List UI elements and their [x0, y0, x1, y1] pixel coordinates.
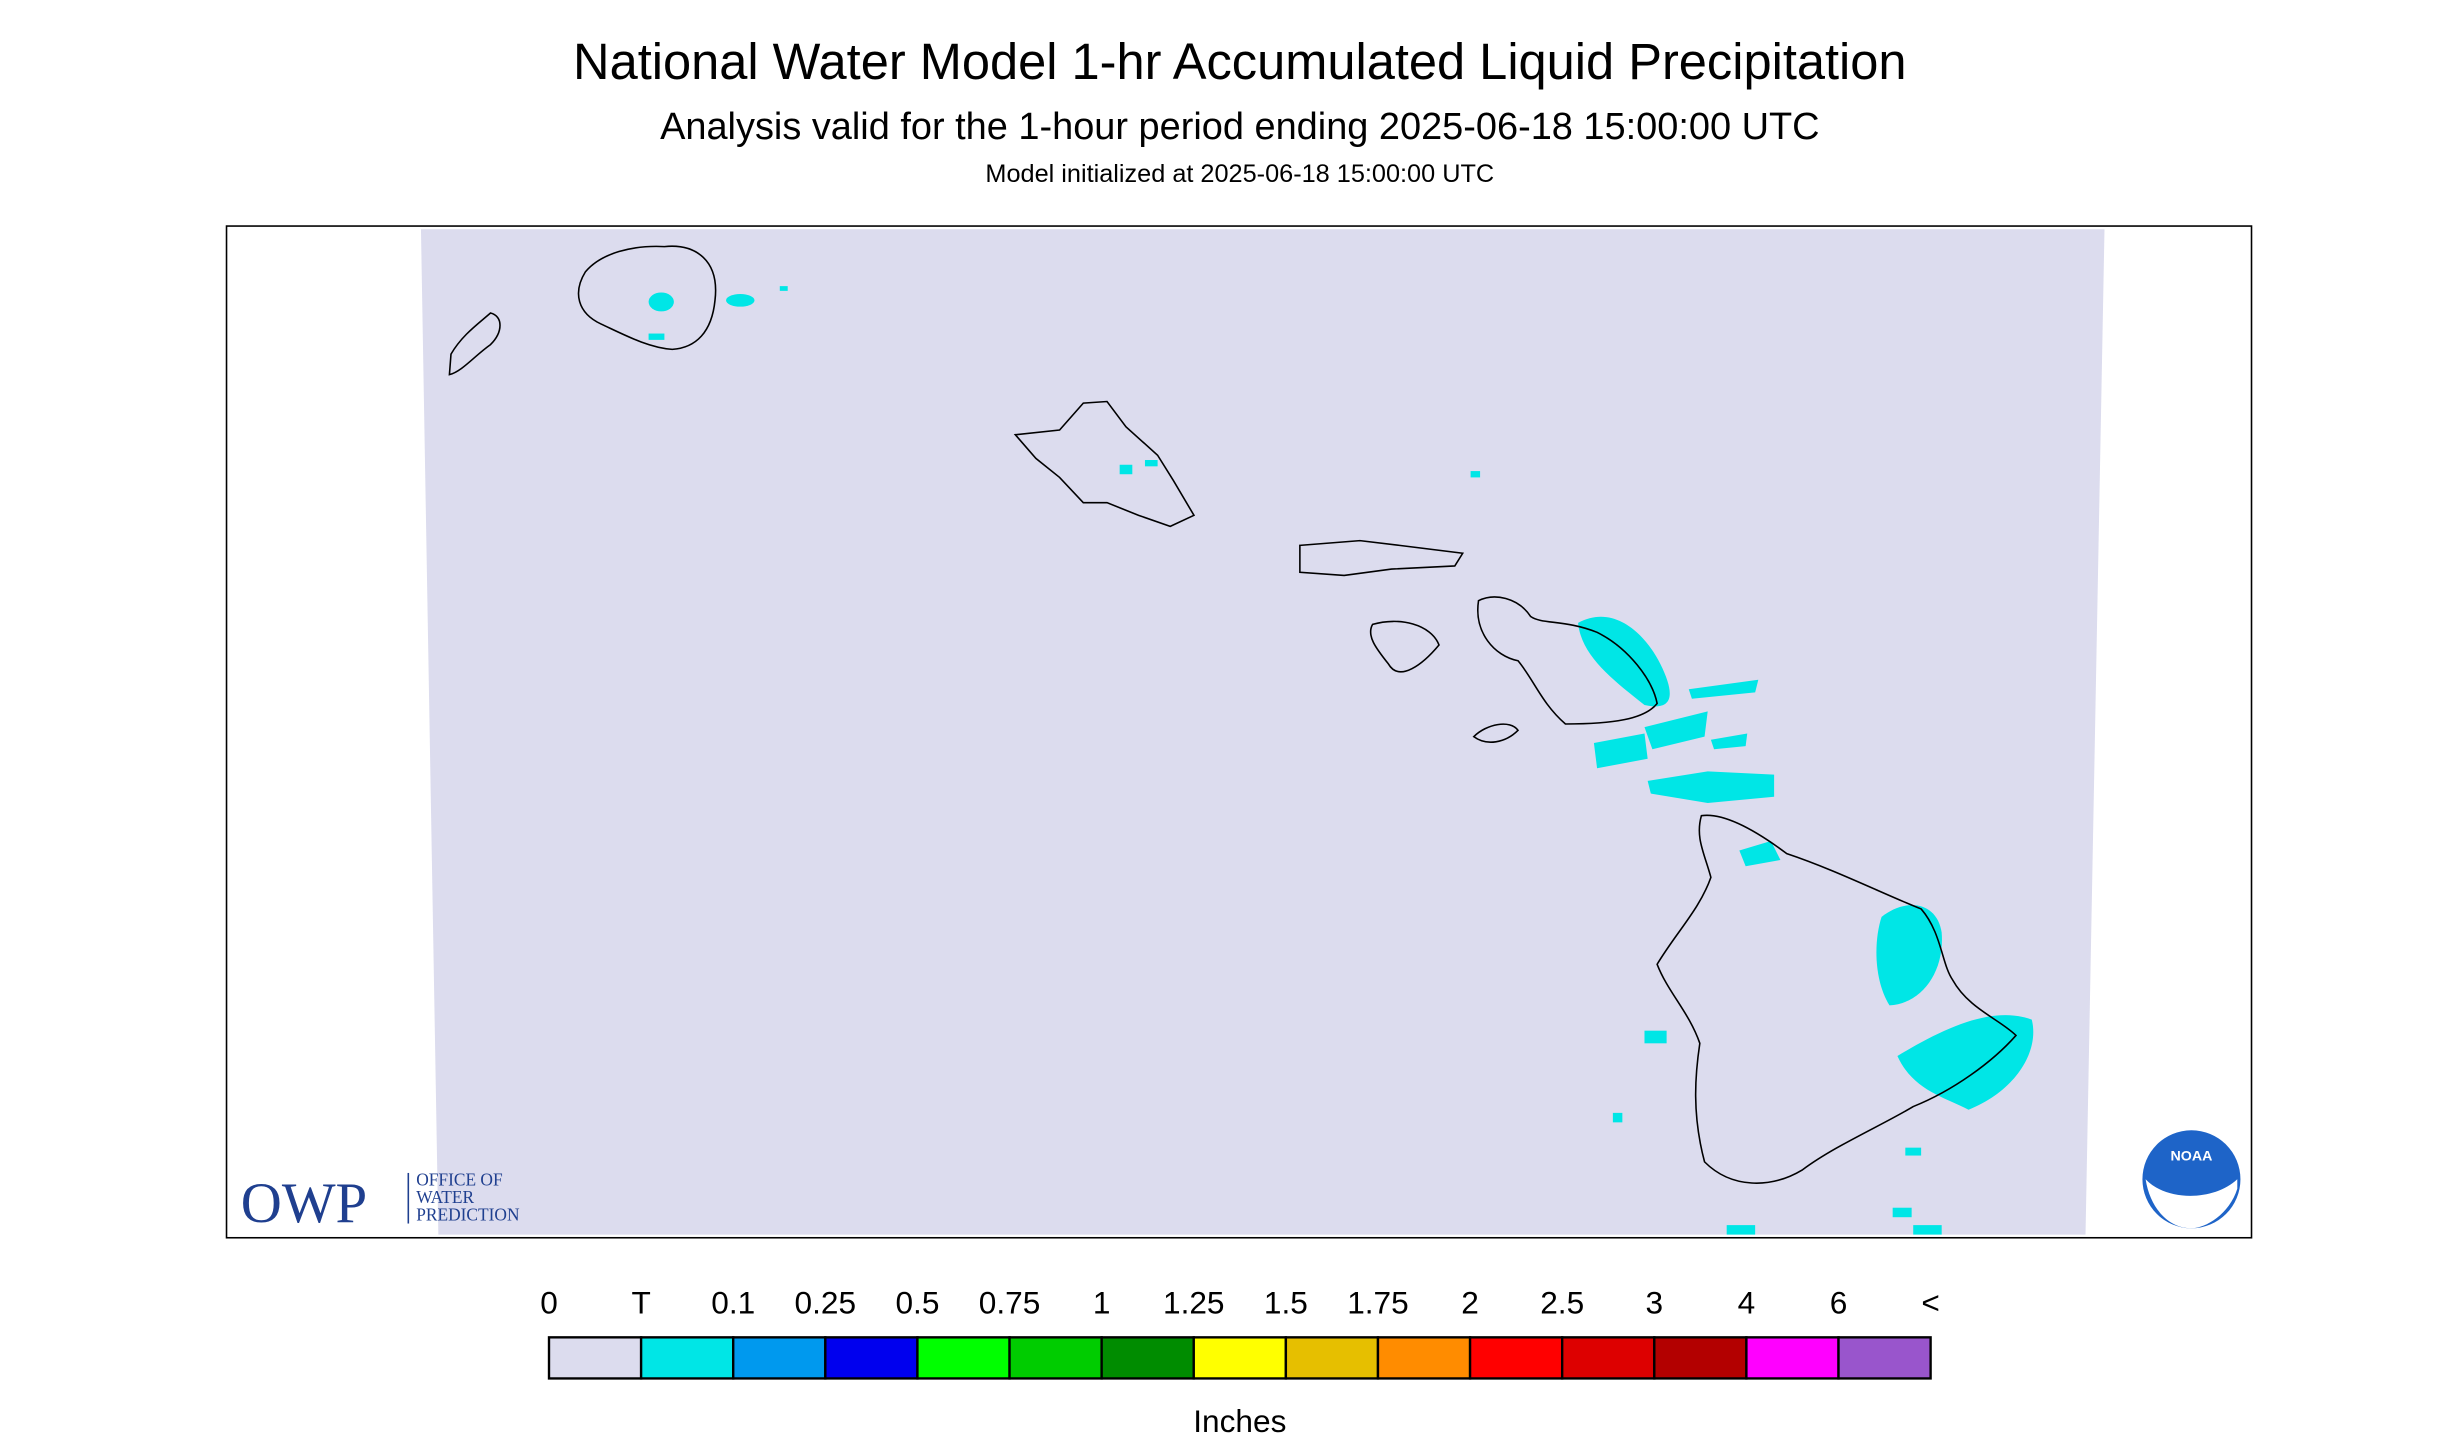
title: National Water Model 1-hr Accumulated Li…: [573, 33, 1907, 90]
legend: 0 T 0.1 0.25 0.5 0.75 1 1.25 1.5 1.75 2 2.5 3 4 6 <: [540, 1285, 1940, 1380]
legend-label: 2.5: [1540, 1285, 1584, 1321]
legend-swatch: [1192, 1336, 1288, 1380]
legend-swatch: [1008, 1336, 1103, 1380]
legend-label: <: [1921, 1285, 1939, 1321]
owp-line: WATER: [416, 1188, 474, 1207]
legend-label: 1.5: [1264, 1285, 1308, 1321]
legend-label: 2: [1461, 1285, 1479, 1321]
legend-label: 1: [1093, 1285, 1111, 1321]
legend-swatch: [1560, 1336, 1656, 1380]
precip-areas: [648, 286, 2034, 1235]
legend-label: 4: [1738, 1285, 1756, 1321]
legend-swatch: [824, 1336, 919, 1380]
legend-label: 0.5: [895, 1285, 939, 1321]
noaa-text: NOAA: [2171, 1148, 2213, 1164]
legend-label: T: [631, 1285, 650, 1321]
legend-swatch: [1376, 1336, 1472, 1380]
legend-label: 0.25: [795, 1285, 857, 1321]
legend-unit: Inches: [1193, 1403, 1286, 1439]
legend-label: 1.75: [1347, 1285, 1409, 1321]
legend-label: 6: [1830, 1285, 1848, 1321]
legend-swatch: [732, 1336, 827, 1380]
owp-logo: OWP OFFICE OF WATER PREDICTION: [241, 1171, 520, 1235]
legend-swatch: [1837, 1336, 1932, 1380]
legend-swatch: [1284, 1336, 1380, 1380]
legend-label: 0.75: [979, 1285, 1041, 1321]
owp-line: PREDICTION: [416, 1205, 520, 1224]
legend-swatch: [639, 1336, 735, 1380]
legend-swatch: [1468, 1336, 1564, 1380]
legend-label: 0.1: [711, 1285, 755, 1321]
owp-line: OFFICE OF: [416, 1171, 503, 1190]
legend-swatch: [1745, 1336, 1840, 1380]
init-note: Model initialized at 2025-06-18 15:00:00…: [985, 160, 1494, 188]
legend-swatch: [1100, 1336, 1195, 1380]
legend-label: 0: [540, 1285, 558, 1321]
legend-label: 1.25: [1163, 1285, 1225, 1321]
legend-swatch: [547, 1336, 643, 1380]
coastlines: [448, 245, 2018, 1184]
legend-swatch: [916, 1336, 1011, 1380]
noaa-logo: NOAA: [2142, 1130, 2241, 1229]
legend-label: 3: [1645, 1285, 1663, 1321]
legend-swatch: [1653, 1336, 1748, 1380]
map: OWP OFFICE OF WATER PREDICTION NOAA: [225, 225, 2253, 1239]
analysis-domain: [420, 229, 2105, 1235]
subtitle: Analysis valid for the 1-hour period end…: [660, 106, 1819, 148]
owp-text: OWP: [241, 1172, 367, 1235]
